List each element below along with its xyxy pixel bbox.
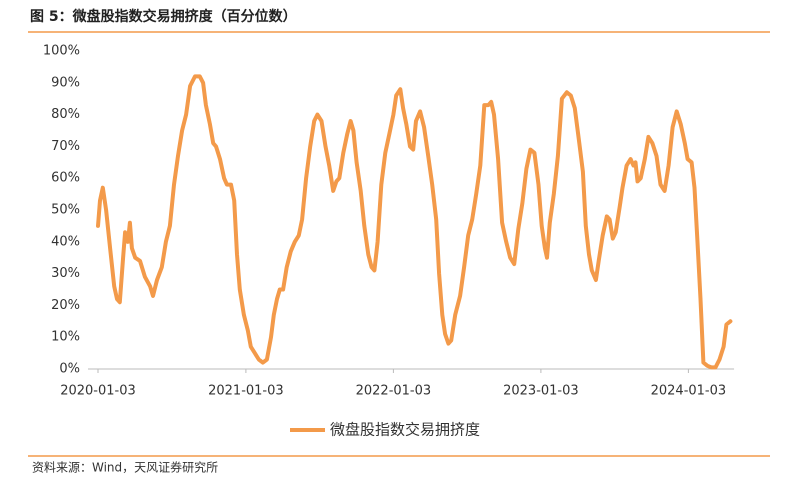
y-tick-label: 40% [51,234,80,249]
source-note: 资料来源：Wind，天风证券研究所 [32,460,218,475]
y-tick-label: 80% [51,107,80,122]
y-tick-label: 0% [59,362,80,377]
y-tick-label: 100% [43,44,80,59]
y-tick-label: 90% [51,75,80,90]
series-line [96,74,733,370]
legend-label: 微盘股指数交易拥挤度 [330,421,480,439]
chart-title: 图 5：微盘股指数交易拥挤度（百分位数） [30,8,297,25]
y-tick-label: 70% [51,139,80,154]
y-tick-label: 20% [51,298,80,313]
x-tick-label: 2021-01-03 [208,384,284,399]
y-tick-label: 30% [51,266,80,281]
x-tick-label: 2023-01-03 [503,384,579,399]
y-tick-label: 50% [51,203,80,218]
y-tick-label: 10% [51,330,80,345]
x-tick-label: 2022-01-03 [356,384,432,399]
x-tick-label: 2020-01-03 [60,384,136,399]
y-tick-label: 60% [51,171,80,186]
x-tick-label: 2024-01-03 [651,384,727,399]
